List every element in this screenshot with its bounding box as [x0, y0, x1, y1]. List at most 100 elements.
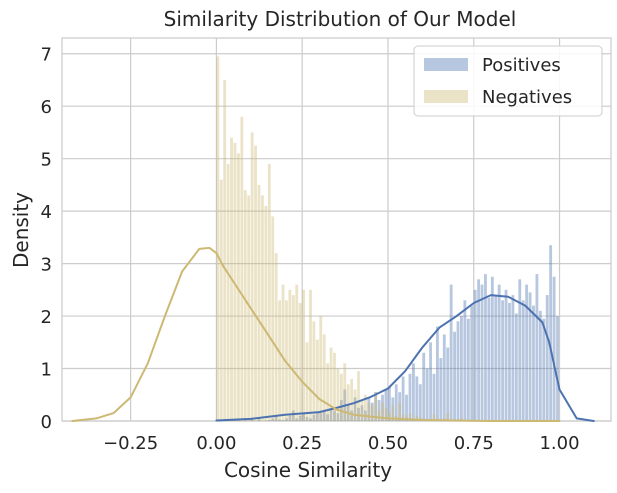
negatives-bar — [254, 145, 257, 421]
positives-bar — [521, 300, 525, 421]
negatives-bar — [357, 371, 360, 421]
positives-bar — [508, 302, 511, 421]
x-tick-label: 1.00 — [539, 433, 579, 454]
negatives-bar — [219, 179, 223, 421]
negatives-bar — [322, 334, 326, 421]
tick-labels: −0.25 0.00 0.25 0.50 0.75 1.00 0 1 2 3 4 5 6 7 — [41, 45, 580, 454]
positives-bar — [377, 400, 381, 421]
y-tick-label: 3 — [41, 255, 52, 276]
positives-bar — [336, 413, 340, 421]
positives-bar — [477, 279, 481, 421]
positives-bar — [264, 420, 268, 421]
positives-bar — [453, 331, 456, 421]
positives-bar — [370, 402, 374, 421]
positives-bar — [401, 376, 405, 421]
positives-bar — [556, 316, 559, 421]
legend-label-positives: Positives — [482, 55, 561, 76]
positives-bar — [429, 342, 432, 421]
positives-bar — [470, 305, 474, 421]
negatives-bar — [312, 321, 316, 421]
negatives-bar — [446, 413, 450, 421]
negatives-bar — [398, 402, 402, 421]
positives-bar — [460, 316, 463, 421]
negatives-bar — [264, 205, 268, 421]
negatives-bar — [432, 414, 436, 421]
negatives-bar — [401, 414, 405, 421]
negatives-bar — [223, 79, 227, 422]
positives-bar — [487, 297, 491, 421]
positives-bar — [257, 418, 261, 421]
kde-curves — [71, 246, 595, 422]
negatives-bar — [261, 195, 264, 421]
legend-box — [413, 45, 603, 117]
positives-bar — [408, 373, 412, 421]
positives-bar — [319, 413, 323, 421]
negatives-bar — [309, 289, 312, 421]
negatives-bar — [319, 316, 323, 421]
negatives-kde-line — [71, 246, 561, 422]
negatives-bar — [387, 413, 391, 421]
negatives-bar — [384, 407, 388, 421]
negatives-bar — [391, 405, 395, 421]
positives-bar — [432, 373, 436, 421]
positives-bar — [535, 274, 539, 421]
x-tick-label: 0.00 — [196, 433, 236, 454]
positives-bar — [422, 352, 426, 421]
legend-label-negatives: Negatives — [482, 87, 572, 108]
positives-bar — [511, 295, 515, 421]
negatives-bar — [240, 116, 244, 421]
negatives-bar — [250, 132, 254, 421]
positives-kde-line — [215, 294, 595, 422]
positives-bar — [333, 410, 336, 421]
positives-bar — [236, 419, 240, 421]
positives-bar — [398, 392, 402, 421]
negatives-bar — [408, 413, 412, 421]
positives-bar — [384, 389, 388, 421]
positives-bar — [295, 418, 299, 421]
negatives-bar — [247, 195, 251, 421]
legend-swatch-negatives — [424, 90, 468, 103]
positives-bar — [285, 418, 288, 421]
negatives-histogram — [216, 56, 487, 422]
y-tick-label: 5 — [41, 150, 52, 171]
positives-bar — [360, 405, 364, 421]
positives-bar — [278, 419, 281, 421]
positives-bar — [288, 415, 292, 421]
positives-bar — [315, 411, 319, 421]
positives-bar — [484, 274, 487, 421]
positives-bar — [309, 418, 312, 421]
negatives-bar — [360, 400, 364, 421]
negatives-bar — [370, 405, 374, 421]
y-tick-label: 4 — [41, 202, 52, 223]
positives-bar — [415, 376, 419, 421]
negatives-bar — [298, 302, 302, 421]
positives-bar — [449, 284, 453, 421]
positives-bar — [274, 416, 278, 421]
positives-bar — [271, 418, 275, 421]
positives-bar — [525, 284, 529, 421]
positives-bar — [387, 386, 391, 421]
negatives-bar — [257, 184, 261, 421]
positives-bar — [381, 394, 384, 421]
negatives-bar — [288, 289, 292, 421]
positives-bar — [329, 407, 333, 421]
positives-bar — [480, 284, 484, 421]
positives-bar — [545, 295, 549, 421]
positives-bar — [490, 276, 494, 421]
negatives-bar — [343, 363, 347, 421]
positives-bar — [442, 334, 446, 421]
positives-bar — [391, 397, 395, 421]
negatives-bar — [367, 402, 371, 421]
positives-bar — [305, 416, 309, 421]
x-tick-label: 0.75 — [454, 433, 494, 454]
negatives-bar — [267, 163, 271, 422]
positives-bar — [528, 292, 532, 421]
negatives-bar — [285, 300, 288, 421]
negatives-bar — [295, 284, 299, 421]
negatives-bar — [339, 373, 343, 421]
negatives-bar — [302, 289, 306, 421]
positives-bar — [542, 318, 546, 421]
positives-bar — [281, 419, 285, 421]
positives-bar — [250, 419, 254, 421]
